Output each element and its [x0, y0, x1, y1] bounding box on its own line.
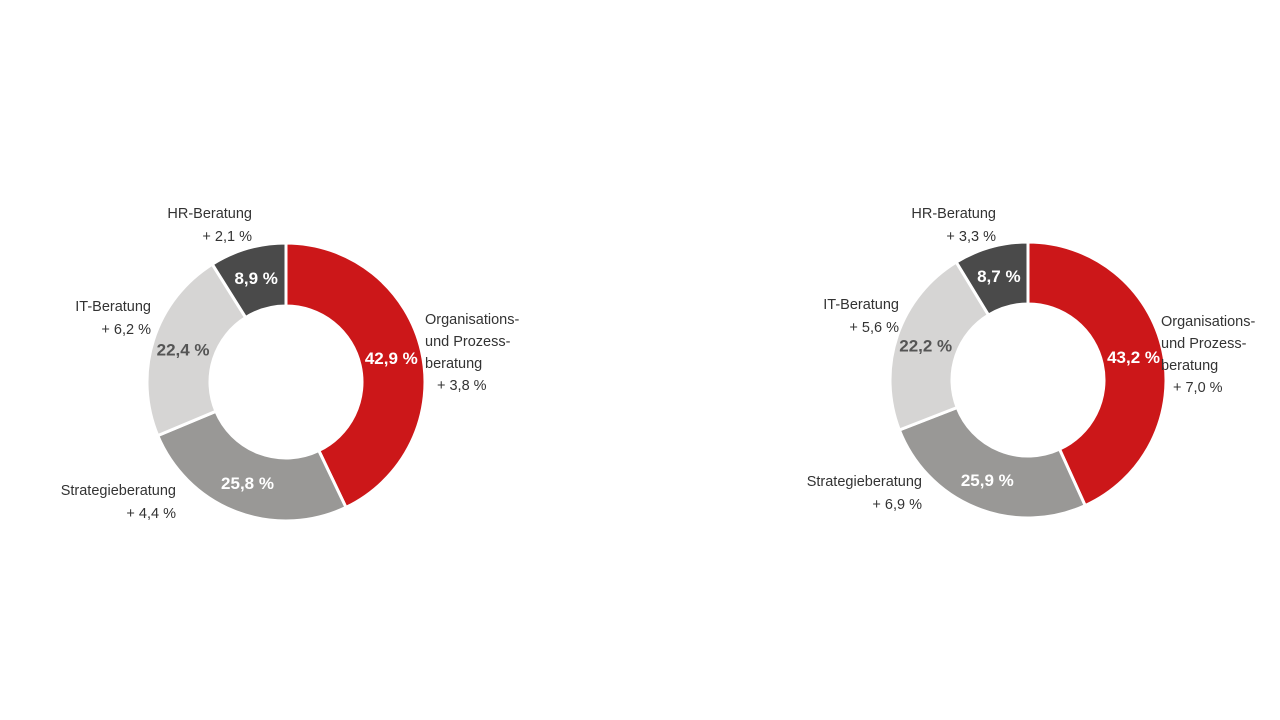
category-label-strategie: Strategieberatung [807, 474, 922, 490]
slice-value-label-org: 43,2 % [1107, 348, 1160, 367]
slice-value-label-strategie: 25,8 % [221, 474, 274, 493]
category-label-org: beratung [1161, 358, 1218, 374]
change-label-it: + 6,2 % [101, 322, 151, 338]
change-label-org: + 7,0 % [1173, 380, 1223, 396]
donut-chart-left: 42,9 % Organisations-und Prozess-beratung… [61, 206, 519, 523]
donut-chart-right: 43,2 % Organisations-und Prozess-beratung… [807, 206, 1255, 520]
slice-value-label-it: 22,2 % [899, 336, 952, 355]
category-label-it: IT-Beratung [75, 299, 151, 315]
change-label-hr: + 2,1 % [202, 229, 252, 245]
change-label-strategie: + 4,4 % [126, 506, 176, 522]
slice-value-label-hr: 8,7 % [977, 267, 1020, 286]
slice-hr [954, 240, 1030, 318]
slice-strategie [155, 409, 348, 523]
slice-strategie [897, 405, 1088, 520]
slice-value-label-strategie: 25,9 % [961, 471, 1014, 490]
category-label-org: beratung [425, 356, 482, 372]
category-label-strategie: Strategieberatung [61, 483, 176, 499]
category-label-org: Organisations- [1161, 314, 1255, 330]
slice-it [888, 260, 991, 432]
slice-value-label-hr: 8,9 % [234, 269, 277, 288]
category-label-hr: HR-Beratung [911, 206, 996, 222]
slice-value-label-org: 42,9 % [365, 349, 418, 368]
slice-value-label-it: 22,4 % [157, 340, 210, 359]
change-label-it: + 5,6 % [849, 320, 899, 336]
category-label-it: IT-Beratung [823, 297, 899, 313]
category-label-org: und Prozess- [1161, 336, 1247, 352]
change-label-strategie: + 6,9 % [872, 497, 922, 513]
category-label-org: und Prozess- [425, 334, 511, 350]
category-label-hr: HR-Beratung [167, 206, 252, 222]
slice-org [284, 241, 427, 510]
change-label-hr: + 3,3 % [946, 229, 996, 245]
slice-org [1026, 240, 1168, 508]
slice-it [145, 262, 248, 438]
change-label-org: + 3,8 % [437, 378, 487, 394]
slice-hr [210, 241, 288, 320]
category-label-org: Organisations- [425, 312, 519, 328]
